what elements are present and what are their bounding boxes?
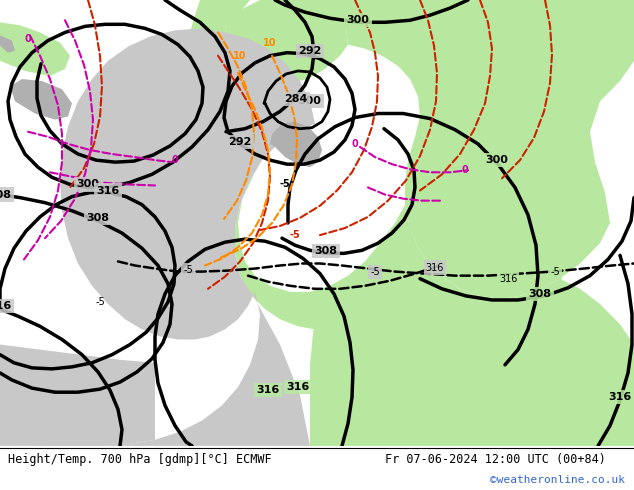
Polygon shape	[0, 35, 15, 53]
Text: 300: 300	[347, 15, 370, 25]
Polygon shape	[0, 28, 315, 446]
Text: Height/Temp. 700 hPa [gdmp][°C] ECMWF: Height/Temp. 700 hPa [gdmp][°C] ECMWF	[8, 453, 271, 466]
Text: 0: 0	[462, 165, 469, 175]
Text: 284: 284	[284, 94, 307, 104]
Text: -5: -5	[95, 297, 105, 307]
Text: 300: 300	[77, 179, 100, 190]
Text: 316: 316	[426, 263, 444, 272]
Text: 10: 10	[263, 38, 277, 48]
Text: 308: 308	[314, 246, 337, 256]
Text: 0: 0	[352, 139, 358, 149]
Text: -5: -5	[370, 267, 380, 276]
Text: Fr 07-06-2024 12:00 UTC (00+84): Fr 07-06-2024 12:00 UTC (00+84)	[385, 453, 606, 466]
Polygon shape	[225, 0, 348, 83]
Text: 308: 308	[86, 213, 110, 223]
Text: 300: 300	[299, 97, 321, 106]
Text: -5: -5	[290, 230, 301, 240]
Polygon shape	[235, 162, 634, 446]
Polygon shape	[310, 223, 634, 446]
Text: -5: -5	[280, 179, 290, 190]
Text: 292: 292	[299, 46, 321, 56]
Polygon shape	[0, 22, 70, 76]
Polygon shape	[345, 0, 634, 299]
Text: ©weatheronline.co.uk: ©weatheronline.co.uk	[490, 475, 625, 485]
Text: 292: 292	[228, 137, 252, 147]
Text: 10: 10	[233, 51, 247, 61]
Polygon shape	[190, 0, 250, 50]
Text: 0: 0	[172, 155, 178, 165]
Polygon shape	[0, 344, 155, 446]
Text: 316: 316	[499, 274, 517, 284]
Polygon shape	[270, 122, 322, 167]
Polygon shape	[10, 79, 72, 120]
Text: 308: 308	[529, 289, 552, 299]
Text: -5: -5	[550, 267, 560, 276]
Text: 300: 300	[486, 155, 508, 165]
Text: 316: 316	[96, 186, 120, 196]
Text: 316: 316	[287, 382, 309, 392]
Text: 316: 316	[256, 385, 280, 395]
Text: -5: -5	[183, 265, 193, 274]
Text: 316: 316	[609, 392, 631, 402]
Text: 316: 316	[0, 301, 11, 311]
Text: 0: 0	[25, 33, 31, 44]
Text: 308: 308	[0, 190, 11, 199]
